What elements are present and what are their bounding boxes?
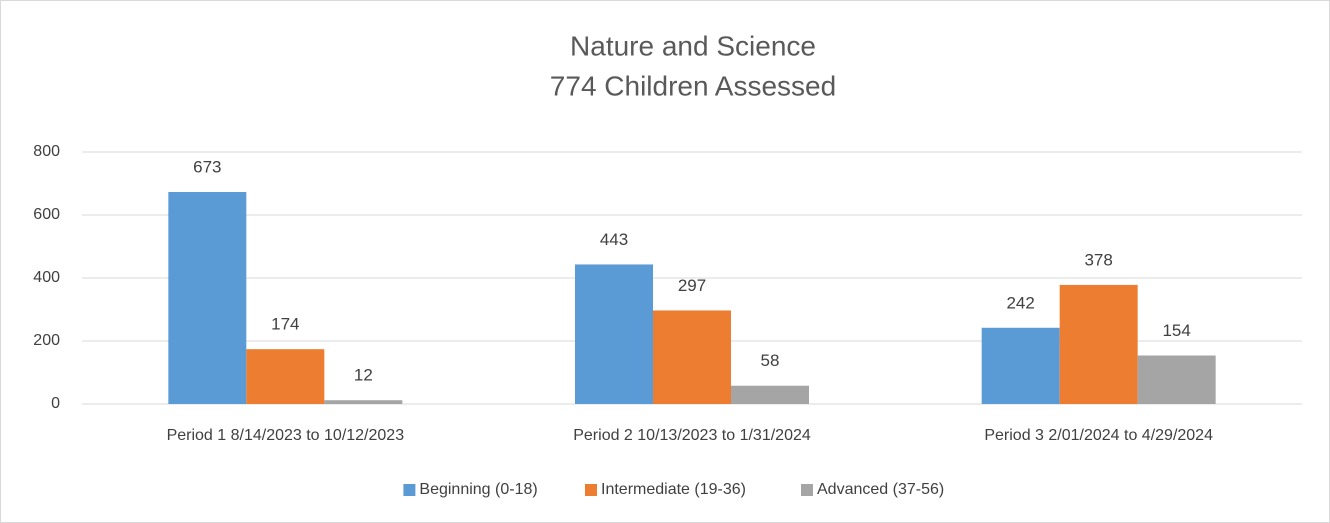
bar xyxy=(324,400,403,404)
legend-label: Intermediate (19-36) xyxy=(601,481,746,498)
legend-label: Beginning (0-18) xyxy=(419,481,537,498)
data-label: 154 xyxy=(1162,321,1190,340)
x-tick-label: Period 1 8/14/2023 to 10/12/2023 xyxy=(167,427,405,444)
x-tick-label: Period 2 10/13/2023 to 1/31/2024 xyxy=(573,427,811,444)
y-tick-label: 800 xyxy=(33,143,60,160)
bar xyxy=(575,264,653,404)
x-tick-label: Period 3 2/01/2024 to 4/29/2024 xyxy=(984,427,1213,444)
data-label: 242 xyxy=(1006,293,1034,312)
data-label: 673 xyxy=(193,157,221,176)
data-label: 174 xyxy=(271,315,299,334)
y-tick-label: 200 xyxy=(33,332,60,349)
legend-swatch xyxy=(585,484,597,496)
legend-swatch xyxy=(801,484,813,496)
bar xyxy=(1059,284,1138,404)
y-tick-label: 0 xyxy=(51,395,60,412)
data-label: 12 xyxy=(354,366,373,385)
bar xyxy=(246,349,325,404)
chart-title: Nature and Science xyxy=(570,30,816,61)
chart-subtitle: 774 Children Assessed xyxy=(550,70,836,101)
bar xyxy=(168,192,247,404)
data-label: 297 xyxy=(678,276,706,295)
legend-swatch xyxy=(403,484,416,496)
legend-label: Advanced (37-56) xyxy=(817,481,944,498)
data-label: 443 xyxy=(600,230,628,249)
y-tick-label: 400 xyxy=(33,269,60,286)
data-label: 378 xyxy=(1084,250,1112,269)
data-label: 58 xyxy=(761,351,780,370)
bar xyxy=(653,310,731,404)
bar xyxy=(1137,355,1216,404)
bar xyxy=(981,327,1060,404)
y-tick-label: 600 xyxy=(33,206,60,223)
bar xyxy=(731,385,809,404)
